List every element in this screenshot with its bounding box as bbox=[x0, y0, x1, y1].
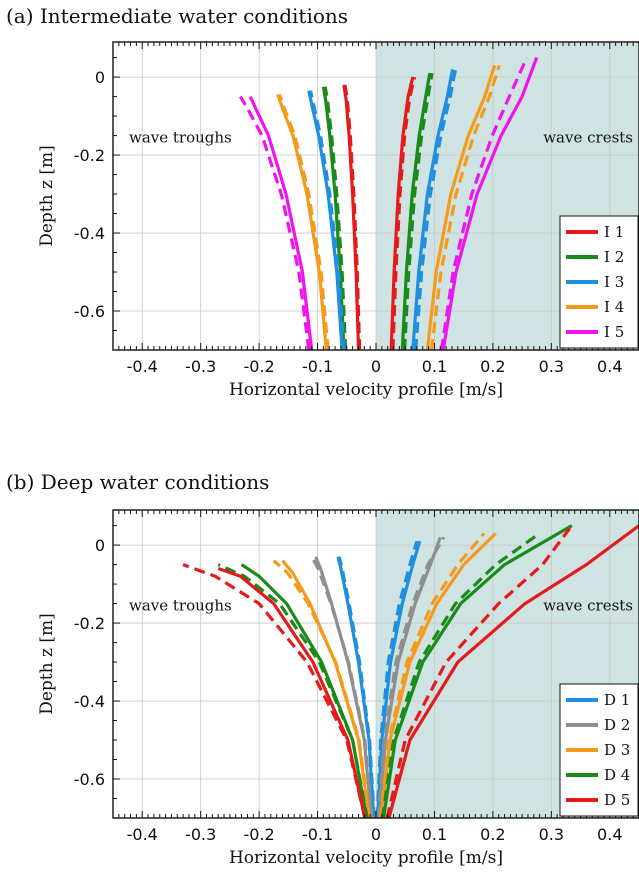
wave-troughs-annotation: wave troughs bbox=[129, 129, 232, 147]
legend-label-4: D 4 bbox=[604, 766, 630, 784]
series-2-crest-dashed-line bbox=[376, 536, 446, 819]
series-1-trough-solid-line bbox=[342, 84, 361, 351]
series-4-crest-solid-line bbox=[425, 64, 497, 351]
series-5-trough-dashed-line bbox=[182, 563, 367, 819]
axis-ticks bbox=[112, 42, 639, 351]
series-1-trough-solid-line bbox=[336, 556, 376, 819]
series-3-crest-solid-line bbox=[411, 68, 455, 351]
chart-panel-b: -0.4 -0.3 -0.2 -0.1 0 0.1 0.2 0.3 0.4 0 -0.2 -0.4 -0… bbox=[37, 509, 639, 868]
wave-crests-annotation: wave crests bbox=[543, 597, 633, 615]
series-1-crest-dashed-line bbox=[375, 540, 419, 819]
series-curves bbox=[239, 56, 539, 351]
series-4-crest-solid-line bbox=[382, 524, 573, 819]
panel-b-title: (b) Deep water conditions bbox=[6, 470, 270, 494]
series-3-crest-dashed-line bbox=[379, 532, 486, 819]
x-tick-label: 0.2 bbox=[480, 357, 505, 376]
x-tick-label: 0.1 bbox=[422, 357, 447, 376]
series-2-crest-dashed-line bbox=[403, 72, 434, 351]
x-tick-label: -0.3 bbox=[185, 825, 216, 844]
x-tick-label: 0.4 bbox=[597, 825, 622, 844]
series-2-trough-solid-line bbox=[321, 86, 346, 351]
x-tick-label: -0.2 bbox=[244, 825, 275, 844]
x-tick-label: 0 bbox=[371, 825, 381, 844]
y-tick-label: -0.6 bbox=[74, 302, 105, 321]
y-tick-label: 0 bbox=[95, 536, 105, 555]
x-tick-label: 0.1 bbox=[422, 825, 447, 844]
series-2-trough-dashed-line bbox=[310, 556, 374, 819]
legend: D 1 D 2 D 3 D 4 D 5 bbox=[559, 683, 639, 817]
series-1-crest-solid-line bbox=[376, 540, 422, 819]
series-3-crest-dashed-line bbox=[414, 68, 458, 351]
series-5-trough-dashed-line bbox=[239, 95, 311, 351]
x-axis-label: Horizontal velocity profile [m/s] bbox=[229, 380, 503, 400]
legend: I 1 I 2 I 3 I 4 I 5 bbox=[559, 215, 639, 349]
series-curves bbox=[182, 524, 639, 819]
series-1-crest-solid-line bbox=[389, 76, 415, 351]
series-3-trough-dashed-line bbox=[272, 559, 372, 819]
y-tick-label: -0.4 bbox=[74, 224, 105, 243]
y-tick-label: -0.2 bbox=[74, 146, 105, 165]
x-tick-label: -0.1 bbox=[302, 825, 333, 844]
series-4-trough-dashed-line bbox=[278, 94, 330, 351]
series-4-crest-dashed-line bbox=[429, 64, 501, 351]
x-tick-label: 0.2 bbox=[480, 825, 505, 844]
series-5-trough-solid-line bbox=[248, 95, 314, 351]
legend-label-3: I 3 bbox=[604, 273, 624, 291]
series-1-crest-dashed-line bbox=[391, 76, 417, 351]
series-5-crest-dashed-line bbox=[385, 524, 574, 819]
y-axis-label: Depth z [m] bbox=[37, 613, 57, 715]
legend-label-4: I 4 bbox=[604, 298, 624, 316]
series-2-crest-solid-line bbox=[400, 72, 432, 351]
y-tick-label: -0.2 bbox=[74, 614, 105, 633]
x-tick-label: -0.1 bbox=[302, 357, 333, 376]
x-tick-label: -0.2 bbox=[244, 357, 275, 376]
series-3-crest-solid-line bbox=[379, 532, 497, 819]
x-axis-label: Horizontal velocity profile [m/s] bbox=[229, 848, 503, 868]
series-3-trough-solid-line bbox=[307, 90, 344, 351]
series-4-crest-dashed-line bbox=[380, 532, 541, 819]
series-5-crest-dashed-line bbox=[439, 56, 529, 351]
y-tick-label: -0.6 bbox=[74, 770, 105, 789]
series-5-crest-solid-line bbox=[387, 524, 639, 819]
y-axis-label: Depth z [m] bbox=[37, 145, 57, 247]
x-tick-label: 0.3 bbox=[539, 357, 564, 376]
legend-label-2: D 2 bbox=[604, 716, 630, 734]
wave-troughs-annotation: wave troughs bbox=[129, 597, 232, 615]
series-4-trough-solid-line bbox=[240, 563, 369, 819]
x-tick-label: 0.4 bbox=[597, 357, 622, 376]
x-tick-label: -0.4 bbox=[127, 357, 158, 376]
legend-label-1: D 1 bbox=[604, 691, 630, 709]
chart-panel-a: -0.4 -0.3 -0.2 -0.1 0 0.1 0.2 0.3 0.4 0 -0.2 -0.4 -0… bbox=[37, 41, 639, 400]
y-tick-label: -0.4 bbox=[74, 692, 105, 711]
x-tick-label: -0.3 bbox=[185, 357, 216, 376]
series-5-trough-solid-line bbox=[217, 566, 367, 819]
legend-label-2: I 2 bbox=[604, 248, 624, 266]
series-4-trough-solid-line bbox=[276, 94, 328, 351]
legend-label-5: I 5 bbox=[604, 323, 624, 341]
legend-label-5: D 5 bbox=[604, 791, 630, 809]
legend-label-1: I 1 bbox=[604, 223, 624, 241]
legend-label-3: D 3 bbox=[604, 741, 630, 759]
series-5-crest-solid-line bbox=[441, 57, 539, 351]
axis-ticks bbox=[112, 510, 639, 819]
x-tick-label: 0.3 bbox=[539, 825, 564, 844]
x-tick-label: 0 bbox=[371, 357, 381, 376]
panel-a-title: (a) Intermediate water conditions bbox=[6, 4, 349, 28]
grid-lines bbox=[113, 42, 639, 350]
wave-crests-annotation: wave crests bbox=[543, 129, 633, 147]
y-tick-label: 0 bbox=[95, 68, 105, 87]
x-tick-label: -0.4 bbox=[127, 825, 158, 844]
